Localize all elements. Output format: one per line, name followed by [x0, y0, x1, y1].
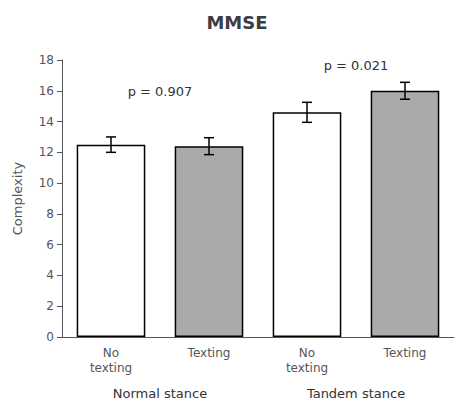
svg-text:Complexity: Complexity	[10, 161, 25, 235]
svg-text:12: 12	[39, 145, 54, 159]
svg-text:p = 0.021: p = 0.021	[324, 58, 389, 73]
svg-text:Texting: Texting	[187, 346, 231, 360]
svg-text:14: 14	[39, 115, 54, 129]
svg-text:2: 2	[46, 299, 54, 313]
svg-text:16: 16	[39, 84, 54, 98]
svg-text:6: 6	[46, 238, 54, 252]
svg-text:p = 0.907: p = 0.907	[128, 84, 193, 99]
svg-text:Texting: Texting	[383, 346, 427, 360]
svg-text:0: 0	[46, 330, 54, 344]
svg-text:MMSE: MMSE	[206, 12, 267, 33]
svg-text:texting: texting	[286, 361, 328, 375]
svg-text:8: 8	[46, 207, 54, 221]
svg-text:10: 10	[39, 176, 54, 190]
svg-text:18: 18	[39, 53, 54, 67]
svg-text:No: No	[299, 346, 315, 360]
svg-text:Tandem stance: Tandem stance	[306, 386, 405, 401]
svg-text:4: 4	[46, 268, 54, 282]
svg-text:texting: texting	[90, 361, 132, 375]
svg-text:No: No	[103, 346, 119, 360]
svg-text:Normal stance: Normal stance	[113, 386, 207, 401]
